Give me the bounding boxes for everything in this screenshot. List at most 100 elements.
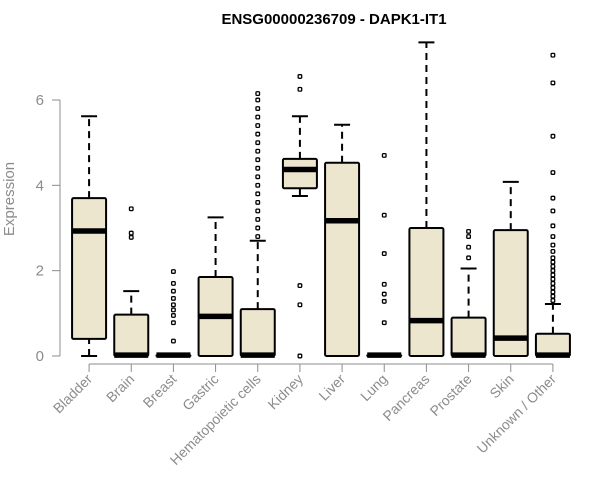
box-iqr [450,316,487,357]
outlier-point [255,123,261,129]
outlier-point [550,289,556,295]
x-tick-label: Prostate [427,371,475,419]
y-tick-label: 6 [36,92,44,109]
outlier-point [170,302,176,308]
x-tick-label: Breast [140,371,180,411]
x-tick-label: Skin [486,371,517,402]
outlier-point [170,281,176,286]
outlier-point [550,272,556,278]
outlier-point [550,208,556,214]
y-tick-label: 0 [36,348,44,365]
outlier-point [297,74,303,79]
box-iqr [71,197,108,340]
outlier-point [550,268,556,274]
outlier-point [170,320,176,326]
outlier-point [466,234,472,239]
y-tick-label: 2 [36,263,44,280]
outlier-point [255,131,261,137]
box-kidney [281,74,318,359]
outlier-point [550,223,556,229]
outlier-point [297,302,303,308]
box-hematopoietic-cells [239,91,276,358]
outlier-point [550,80,556,86]
box-pancreas [408,41,445,357]
outlier-point [255,140,261,146]
box-brain [113,206,150,358]
outlier-point [550,281,556,286]
outlier-point [381,153,387,158]
outlier-point [170,307,176,313]
x-tick-label: Liver [315,371,348,404]
y-tick-label: 4 [36,177,44,194]
x-tick-label: Bladder [50,371,96,417]
outlier-point [170,269,176,274]
outlier-point [466,228,472,234]
box-gastric [197,216,234,357]
outlier-point [170,288,176,294]
box-prostate [450,228,487,358]
outlier-point [128,230,134,236]
outlier-point [550,263,556,269]
outlier-point [255,234,261,239]
outlier-point [550,170,556,175]
outlier-point [550,298,556,303]
x-tick-label: Kidney [264,371,306,413]
box-iqr [239,308,276,357]
outlier-point [550,249,556,254]
outlier-point [255,106,261,111]
outlier-point [255,225,261,231]
box-bladder [71,115,108,357]
box-lung [366,153,403,358]
box-unknown-other [534,52,571,358]
outlier-point [550,293,556,299]
outlier-point [128,206,134,212]
box-liver [324,123,361,357]
outlier-point [381,320,387,326]
outlier-point [297,283,303,289]
y-axis: 0 2 4 6 [36,92,61,365]
outlier-point [255,182,261,188]
outlier-point [255,199,261,205]
outlier-point [381,291,387,297]
x-tick-label: Lung [357,371,390,404]
outlier-point [550,133,556,139]
y-axis-label: Expression [1,162,18,236]
box-iqr [281,157,318,190]
outlier-point [255,217,261,222]
plot-area [71,41,571,359]
outlier-point [550,285,556,291]
outlier-point [550,234,556,239]
x-tick-label: Pancreas [379,371,432,424]
box-iqr [113,313,150,358]
box-iqr [324,161,361,357]
outlier-point [550,259,556,265]
outlier-point [550,242,556,248]
outlier-point [255,114,261,120]
outlier-point [550,195,556,201]
outlier-point [128,234,134,240]
outlier-point [550,276,556,282]
box-skin [492,180,529,358]
outlier-point [170,313,176,318]
outlier-point [255,208,261,214]
outlier-point [297,353,303,359]
outlier-point [170,338,176,344]
outlier-point [550,255,556,261]
outlier-point [170,295,176,301]
outlier-point [466,255,472,261]
outlier-point [255,97,261,103]
outlier-point [255,148,261,154]
box-iqr [408,226,445,357]
outlier-point [381,212,387,218]
outlier-point [297,86,303,92]
outlier-point [550,52,556,58]
outlier-point [255,165,261,171]
outlier-point [255,91,261,97]
outlier-point [381,298,387,304]
outlier-point [381,251,387,257]
outlier-point [381,281,387,287]
outlier-point [255,157,261,163]
